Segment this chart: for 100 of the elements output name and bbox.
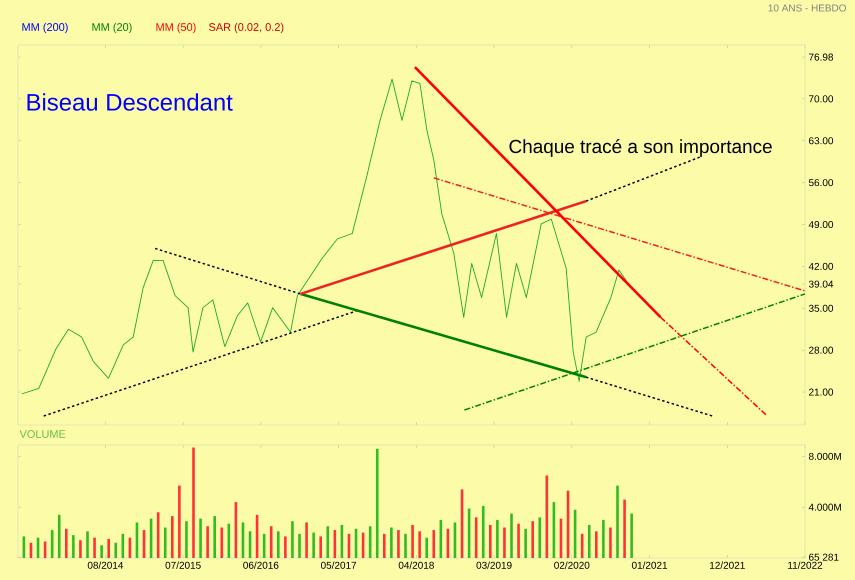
x-tick-label: 07/2015 (166, 562, 201, 569)
chart-subtitle: 10 ANS - HEBDO (768, 4, 846, 12)
bar (100, 545, 103, 558)
bar (595, 531, 598, 558)
bar (213, 516, 216, 558)
bar (93, 538, 96, 558)
bar (503, 528, 506, 558)
bar (22, 536, 26, 558)
bar (30, 542, 32, 558)
bar (623, 500, 626, 558)
bar (411, 524, 414, 558)
bar (262, 534, 266, 558)
y-tick-label: 28.00 (809, 346, 834, 354)
text: MM (20) (92, 22, 132, 34)
bar (234, 502, 238, 558)
bar (206, 526, 209, 558)
bar (199, 518, 202, 558)
y-tick-label: 70.00 (809, 95, 834, 102)
bar (86, 531, 89, 558)
bar (602, 520, 605, 558)
bar (122, 534, 124, 558)
y-tick-label: 49.00 (808, 220, 834, 228)
x-tick-label: 05/2017 (320, 562, 356, 569)
bar (510, 514, 513, 558)
bar (64, 528, 68, 558)
bar (220, 528, 224, 558)
bar (368, 526, 372, 558)
bar (560, 518, 562, 558)
bar (524, 528, 527, 558)
y-tick-label: 21.00 (809, 388, 834, 396)
bar (178, 486, 181, 558)
bar (298, 534, 301, 558)
bar (552, 502, 556, 558)
bar (425, 538, 428, 558)
bar (79, 540, 82, 558)
bar (277, 531, 280, 558)
annotation: Chaque tracé a son importance (509, 139, 772, 157)
bar (58, 514, 61, 558)
bar (72, 535, 75, 558)
bar (517, 524, 520, 558)
bar (128, 538, 132, 558)
bar (376, 448, 379, 558)
text: MM (200) (22, 22, 68, 34)
y-tick-label: 42.00 (808, 262, 834, 270)
bar (305, 522, 308, 558)
bar (340, 524, 344, 558)
y-tick-label: 4.000M (808, 504, 841, 511)
bar (114, 542, 118, 558)
bar (228, 524, 230, 558)
x-tick-label: 01/2021 (632, 562, 668, 569)
bar (136, 522, 138, 558)
bar (460, 489, 464, 558)
bar (489, 524, 492, 558)
bar (531, 521, 534, 558)
bar (192, 448, 195, 558)
x-tick-label: 08/2014 (88, 562, 124, 569)
bar (284, 536, 287, 558)
y-tick-label: 56.00 (808, 179, 834, 186)
x-tick-label: 11/2022 (788, 562, 822, 569)
text: SAR (0.02, 0.2) (209, 22, 284, 34)
bar (546, 475, 548, 558)
bar (362, 532, 364, 558)
bar (319, 536, 322, 558)
y-tick-label: 65 281 (809, 554, 839, 561)
x-tick-label: 12/2021 (710, 562, 745, 569)
bar (185, 521, 188, 558)
bar (404, 534, 407, 558)
bar (474, 517, 478, 558)
bar (326, 526, 330, 558)
y-tick-label: 76.98 (809, 54, 834, 61)
bar (348, 534, 350, 558)
bar (496, 520, 499, 558)
chart-title: VOLUME (20, 430, 66, 438)
bar (609, 528, 612, 558)
bar (312, 532, 315, 558)
bar (454, 522, 456, 558)
x-tick-label: 06/2016 (243, 562, 278, 569)
bar (468, 508, 470, 558)
bar (432, 530, 436, 558)
bar (36, 538, 40, 558)
bar (107, 538, 110, 558)
bar (44, 541, 46, 558)
y-tick-label: 63.00 (809, 137, 834, 144)
bar (390, 528, 393, 558)
bar (256, 514, 258, 558)
line-series (21, 78, 630, 394)
bar (156, 512, 160, 558)
bar (334, 530, 336, 558)
bar (242, 522, 244, 558)
bar (291, 521, 294, 558)
bar (397, 530, 400, 558)
bar (440, 520, 442, 558)
bar (142, 530, 146, 558)
bar (566, 490, 570, 558)
bar (580, 534, 584, 558)
bar (482, 506, 485, 558)
bar (164, 528, 167, 558)
text: Biseau Descendant (28, 93, 233, 111)
bar (446, 528, 450, 558)
y-tick-label: 8.000M (808, 452, 841, 460)
